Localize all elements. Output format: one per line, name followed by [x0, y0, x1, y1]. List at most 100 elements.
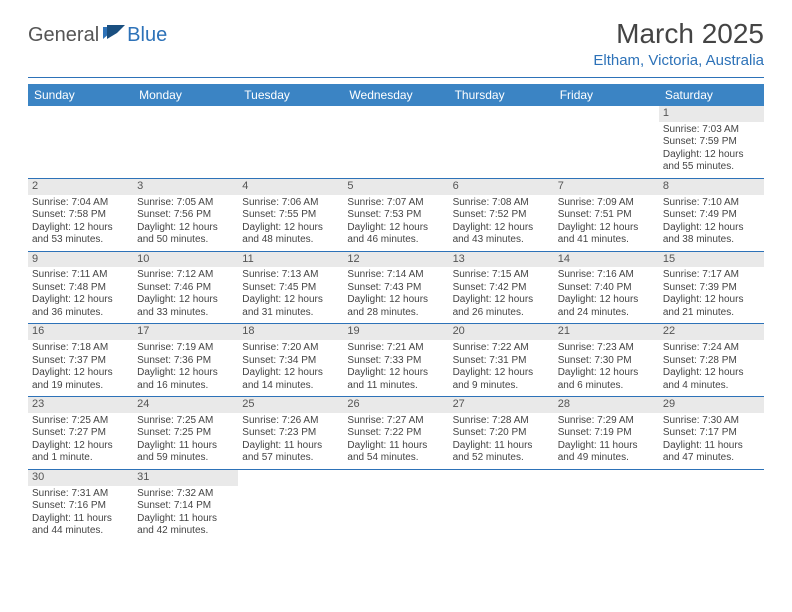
calendar-cell [238, 106, 343, 178]
daylight-line: Daylight: 11 hours and 44 minutes. [32, 513, 129, 538]
day-number: 14 [554, 252, 659, 268]
daylight-line: Daylight: 11 hours and 42 minutes. [137, 513, 234, 538]
sunset-line: Sunset: 7:48 PM [32, 282, 129, 295]
sunset-line: Sunset: 7:51 PM [558, 209, 655, 222]
calendar-cell: 8Sunrise: 7:10 AMSunset: 7:49 PMDaylight… [659, 178, 764, 251]
daylight-line: Daylight: 12 hours and 43 minutes. [453, 222, 550, 247]
weekday-header: Sunday [28, 84, 133, 106]
sunrise-line: Sunrise: 7:15 AM [453, 269, 550, 282]
daylight-line: Daylight: 11 hours and 57 minutes. [242, 440, 339, 465]
calendar-cell: 15Sunrise: 7:17 AMSunset: 7:39 PMDayligh… [659, 251, 764, 324]
day-number: 27 [449, 397, 554, 413]
day-number: 6 [449, 179, 554, 195]
day-number: 29 [659, 397, 764, 413]
sunset-line: Sunset: 7:36 PM [137, 355, 234, 368]
sunset-line: Sunset: 7:27 PM [32, 427, 129, 440]
sunrise-line: Sunrise: 7:08 AM [453, 197, 550, 210]
sunrise-line: Sunrise: 7:07 AM [347, 197, 444, 210]
day-number: 7 [554, 179, 659, 195]
calendar-cell: 30Sunrise: 7:31 AMSunset: 7:16 PMDayligh… [28, 469, 133, 541]
day-number: 26 [343, 397, 448, 413]
calendar-cell: 19Sunrise: 7:21 AMSunset: 7:33 PMDayligh… [343, 324, 448, 397]
daylight-line: Daylight: 11 hours and 47 minutes. [663, 440, 760, 465]
calendar-cell [238, 469, 343, 541]
calendar-cell: 23Sunrise: 7:25 AMSunset: 7:27 PMDayligh… [28, 397, 133, 470]
sunset-line: Sunset: 7:20 PM [453, 427, 550, 440]
sunrise-line: Sunrise: 7:05 AM [137, 197, 234, 210]
sunrise-line: Sunrise: 7:27 AM [347, 415, 444, 428]
weekday-header: Tuesday [238, 84, 343, 106]
sunrise-line: Sunrise: 7:24 AM [663, 342, 760, 355]
day-number: 21 [554, 324, 659, 340]
sunset-line: Sunset: 7:31 PM [453, 355, 550, 368]
sunrise-line: Sunrise: 7:28 AM [453, 415, 550, 428]
sunset-line: Sunset: 7:33 PM [347, 355, 444, 368]
brand-logo: General Blue [28, 18, 167, 47]
daylight-line: Daylight: 11 hours and 49 minutes. [558, 440, 655, 465]
daylight-line: Daylight: 12 hours and 36 minutes. [32, 294, 129, 319]
sunrise-line: Sunrise: 7:22 AM [453, 342, 550, 355]
daylight-line: Daylight: 11 hours and 59 minutes. [137, 440, 234, 465]
weekday-header: Saturday [659, 84, 764, 106]
page-header: General Blue March 2025 Eltham, Victoria… [28, 18, 764, 69]
calendar-cell [449, 469, 554, 541]
daylight-line: Daylight: 12 hours and 9 minutes. [453, 367, 550, 392]
sunset-line: Sunset: 7:23 PM [242, 427, 339, 440]
sunrise-line: Sunrise: 7:17 AM [663, 269, 760, 282]
calendar-cell: 9Sunrise: 7:11 AMSunset: 7:48 PMDaylight… [28, 251, 133, 324]
day-number: 18 [238, 324, 343, 340]
calendar-cell [133, 106, 238, 178]
daylight-line: Daylight: 12 hours and 6 minutes. [558, 367, 655, 392]
calendar-cell: 31Sunrise: 7:32 AMSunset: 7:14 PMDayligh… [133, 469, 238, 541]
day-number: 22 [659, 324, 764, 340]
sunset-line: Sunset: 7:22 PM [347, 427, 444, 440]
header-rule [28, 77, 764, 78]
weekday-header: Wednesday [343, 84, 448, 106]
day-number: 5 [343, 179, 448, 195]
day-number: 3 [133, 179, 238, 195]
sunrise-line: Sunrise: 7:10 AM [663, 197, 760, 210]
sunset-line: Sunset: 7:53 PM [347, 209, 444, 222]
sunset-line: Sunset: 7:45 PM [242, 282, 339, 295]
calendar-cell: 20Sunrise: 7:22 AMSunset: 7:31 PMDayligh… [449, 324, 554, 397]
weekday-header: Thursday [449, 84, 554, 106]
sunset-line: Sunset: 7:59 PM [663, 136, 760, 149]
calendar-cell: 29Sunrise: 7:30 AMSunset: 7:17 PMDayligh… [659, 397, 764, 470]
daylight-line: Daylight: 12 hours and 1 minute. [32, 440, 129, 465]
calendar-cell: 24Sunrise: 7:25 AMSunset: 7:25 PMDayligh… [133, 397, 238, 470]
sunset-line: Sunset: 7:16 PM [32, 500, 129, 513]
sunset-line: Sunset: 7:28 PM [663, 355, 760, 368]
calendar-cell: 5Sunrise: 7:07 AMSunset: 7:53 PMDaylight… [343, 178, 448, 251]
day-number: 9 [28, 252, 133, 268]
calendar-cell: 12Sunrise: 7:14 AMSunset: 7:43 PMDayligh… [343, 251, 448, 324]
day-number: 31 [133, 470, 238, 486]
brand-part1: General [28, 24, 99, 47]
day-number: 16 [28, 324, 133, 340]
daylight-line: Daylight: 12 hours and 21 minutes. [663, 294, 760, 319]
sunrise-line: Sunrise: 7:31 AM [32, 488, 129, 501]
sunset-line: Sunset: 7:30 PM [558, 355, 655, 368]
daylight-line: Daylight: 12 hours and 28 minutes. [347, 294, 444, 319]
daylight-line: Daylight: 12 hours and 16 minutes. [137, 367, 234, 392]
day-number: 24 [133, 397, 238, 413]
sunrise-line: Sunrise: 7:11 AM [32, 269, 129, 282]
calendar-cell: 18Sunrise: 7:20 AMSunset: 7:34 PMDayligh… [238, 324, 343, 397]
sunset-line: Sunset: 7:49 PM [663, 209, 760, 222]
sunrise-line: Sunrise: 7:09 AM [558, 197, 655, 210]
daylight-line: Daylight: 12 hours and 38 minutes. [663, 222, 760, 247]
sunrise-line: Sunrise: 7:25 AM [32, 415, 129, 428]
sunset-line: Sunset: 7:14 PM [137, 500, 234, 513]
sunset-line: Sunset: 7:17 PM [663, 427, 760, 440]
brand-part2: Blue [127, 24, 167, 47]
sunset-line: Sunset: 7:58 PM [32, 209, 129, 222]
calendar-cell [343, 106, 448, 178]
sunset-line: Sunset: 7:40 PM [558, 282, 655, 295]
calendar-cell: 1Sunrise: 7:03 AMSunset: 7:59 PMDaylight… [659, 106, 764, 178]
calendar-cell: 25Sunrise: 7:26 AMSunset: 7:23 PMDayligh… [238, 397, 343, 470]
calendar-cell: 16Sunrise: 7:18 AMSunset: 7:37 PMDayligh… [28, 324, 133, 397]
title-block: March 2025 Eltham, Victoria, Australia [593, 18, 764, 69]
sunrise-line: Sunrise: 7:29 AM [558, 415, 655, 428]
calendar-cell: 6Sunrise: 7:08 AMSunset: 7:52 PMDaylight… [449, 178, 554, 251]
calendar-cell: 26Sunrise: 7:27 AMSunset: 7:22 PMDayligh… [343, 397, 448, 470]
day-number: 2 [28, 179, 133, 195]
